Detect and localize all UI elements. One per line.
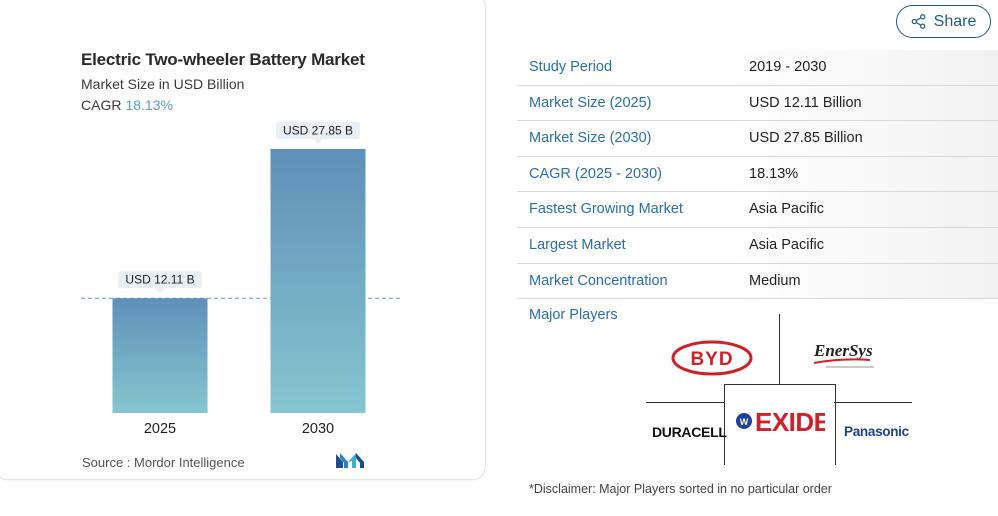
divider	[834, 402, 912, 403]
byd-logo: BYD	[671, 340, 753, 376]
share-icon	[911, 14, 926, 29]
divider-box	[724, 384, 836, 465]
major-players-label: Major Players	[529, 307, 618, 323]
svg-text:EnerSys: EnerSys	[813, 341, 873, 360]
svg-text:W: W	[740, 417, 749, 427]
data-label-bg	[118, 271, 202, 289]
share-button[interactable]: Share	[896, 5, 991, 38]
panasonic-logo: Panasonic	[844, 424, 909, 439]
svg-text:EXIDE: EXIDE	[755, 407, 825, 437]
bar-chart: USD 12.11 B 2025 USD 27.85 B 2030	[81, 122, 400, 437]
cagr-value: 18.13%	[125, 97, 173, 113]
row-key: Fastest Growing Market	[529, 201, 683, 218]
source-value: Mordor Intelligence	[134, 455, 245, 470]
table-row: Study Period 2019 - 2030	[517, 50, 998, 86]
disclaimer: *Disclaimer: Major Players sorted in no …	[529, 482, 832, 496]
row-key: Study Period	[529, 59, 613, 75]
row-value: 18.13%	[749, 165, 799, 182]
row-value: Medium	[749, 272, 801, 289]
chart-title: Electric Two-wheeler Battery Market	[81, 50, 365, 69]
row-value: 2019 - 2030	[749, 59, 827, 75]
row-value: Asia Pacific	[749, 201, 824, 218]
data-label-pointer	[155, 288, 165, 294]
data-label-bg	[276, 122, 360, 139]
table-row: Fastest Growing Market Asia Pacific	[517, 192, 998, 228]
data-label: USD 27.85 B	[283, 124, 353, 138]
data-label: USD 12.11 B	[125, 273, 194, 287]
row-value: USD 12.11 Billion	[749, 94, 862, 111]
row-key: CAGR (2025 - 2030)	[529, 165, 662, 182]
bar-2030	[270, 149, 366, 413]
row-key: Market Concentration	[529, 272, 668, 289]
source-label: Source :	[82, 455, 131, 470]
x-tick-label: 2030	[302, 421, 334, 437]
row-key: Market Size (2025)	[529, 94, 652, 111]
cagr-label: CAGR	[81, 97, 122, 113]
chart-card	[0, 0, 486, 480]
table-row: Market Size (2030) USD 27.85 Billion	[517, 121, 998, 157]
bar-2025	[112, 298, 208, 413]
table-row: CAGR (2025 - 2030) 18.13%	[517, 156, 998, 193]
source-line: Source : Mordor Intelligence	[82, 455, 245, 470]
market-summary-table: Study Period 2019 - 2030 Market Size (20…	[517, 50, 998, 300]
cagr-line: CAGR 18.13%	[81, 97, 173, 113]
x-tick-label: 2025	[144, 421, 176, 437]
major-players-grid: BYD EnerSys DURACELL W EXIDE Panasonic	[640, 314, 915, 466]
svg-text:BYD: BYD	[690, 349, 733, 370]
mordor-intelligence-logo	[336, 453, 364, 468]
chart-subtitle: Market Size in USD Billion	[81, 76, 245, 92]
table-row: Largest Market Asia Pacific	[517, 227, 998, 264]
table-row: Market Size (2025) USD 12.11 Billion	[517, 85, 998, 122]
table-row: Market Concentration Medium	[517, 263, 998, 300]
row-key: Largest Market	[529, 236, 626, 253]
divider	[779, 314, 780, 384]
exide-logo: W EXIDE	[736, 407, 825, 437]
enersys-logo: EnerSys	[813, 341, 874, 368]
row-value: Asia Pacific	[749, 236, 824, 253]
share-label: Share	[933, 12, 977, 30]
data-label-pointer	[313, 139, 323, 144]
duracell-logo: DURACELL	[652, 424, 727, 440]
divider	[646, 402, 724, 403]
row-value: USD 27.85 Billion	[749, 130, 863, 147]
row-key: Market Size (2030)	[529, 130, 652, 147]
